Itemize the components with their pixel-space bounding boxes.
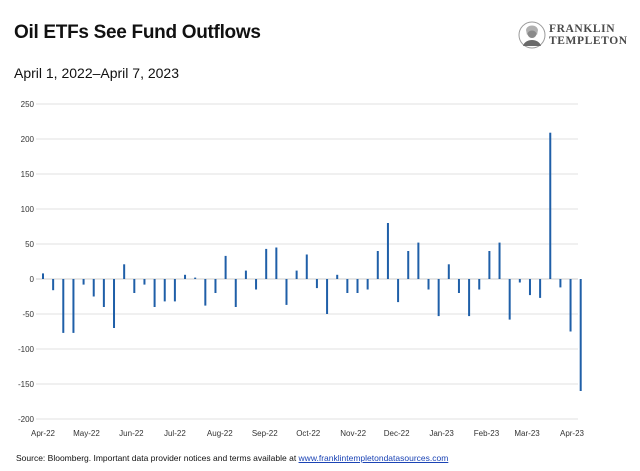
bar <box>194 277 197 279</box>
bar <box>539 279 542 298</box>
gridlines <box>36 103 578 420</box>
y-tick-label: 150 <box>21 170 35 179</box>
bar <box>72 279 75 333</box>
source-text: Source: Bloomberg. Important data provid… <box>16 453 299 463</box>
bar <box>518 279 521 283</box>
bar <box>559 279 562 288</box>
bar <box>295 270 298 279</box>
chart-subtitle: April 1, 2022–April 7, 2023 <box>14 65 179 81</box>
x-tick-label: May-22 <box>73 429 100 438</box>
x-tick-label: Apr-23 <box>560 429 585 438</box>
bar <box>163 279 166 302</box>
bar <box>407 251 410 279</box>
bar <box>102 279 105 307</box>
bar <box>184 274 187 279</box>
x-tick-label: Feb-23 <box>474 429 500 438</box>
bar <box>549 132 552 279</box>
bar <box>336 274 339 279</box>
y-tick-label: -200 <box>18 415 35 424</box>
x-tick-label: Jan-23 <box>429 429 454 438</box>
bar <box>366 279 369 290</box>
x-tick-label: Mar-23 <box>514 429 540 438</box>
bar <box>42 273 44 279</box>
bar <box>143 279 146 285</box>
chart-title: Oil ETFs See Fund Outflows <box>14 22 261 43</box>
y-tick-label: 50 <box>25 240 34 249</box>
bar <box>579 279 582 391</box>
logo-line-1: FRANKLIN <box>549 23 616 35</box>
bar <box>52 279 55 291</box>
bar <box>417 242 420 279</box>
bar <box>244 270 247 279</box>
bar <box>113 279 116 328</box>
y-tick-label: 200 <box>21 135 35 144</box>
bar <box>62 279 65 333</box>
bar <box>326 279 329 314</box>
y-axis-tick-labels: -200 -150 -100 -50 0 50 100 150 200 250 <box>18 100 35 424</box>
source-link[interactable]: www.franklintempletondatasources.com <box>298 453 449 463</box>
y-tick-label: 100 <box>21 205 35 214</box>
bar <box>275 247 278 279</box>
bar <box>315 279 318 289</box>
bar <box>468 279 471 317</box>
x-tick-label: Dec-22 <box>384 429 410 438</box>
bar <box>437 279 440 317</box>
bar <box>569 279 572 332</box>
x-tick-label: Aug-22 <box>207 429 233 438</box>
bar <box>265 248 268 279</box>
bar <box>397 279 400 303</box>
bar <box>173 279 176 302</box>
bar <box>92 279 95 297</box>
bar <box>376 251 379 279</box>
bar <box>346 279 349 293</box>
y-tick-label: 0 <box>30 275 35 284</box>
bar <box>224 255 227 279</box>
bar <box>255 279 258 290</box>
bar <box>498 242 501 279</box>
bar <box>386 223 389 279</box>
bar <box>133 279 136 293</box>
bar <box>153 279 156 307</box>
bar <box>447 264 450 279</box>
bar <box>508 279 511 320</box>
bars <box>42 132 582 391</box>
bar <box>457 279 460 293</box>
bar-chart: -200 -150 -100 -50 0 50 100 150 200 250 Apr-22 May… <box>18 100 585 438</box>
bar <box>478 279 481 290</box>
bar <box>285 279 288 305</box>
y-tick-label: -100 <box>18 345 35 354</box>
x-tick-label: Jul-22 <box>164 429 186 438</box>
bar <box>528 279 531 296</box>
source-note: Source: Bloomberg. Important data provid… <box>16 453 448 463</box>
x-tick-label: Apr-22 <box>31 429 56 438</box>
franklin-portrait-icon <box>518 21 546 49</box>
franklin-templeton-logo: FRANKLIN TEMPLETON <box>518 20 634 50</box>
bar <box>305 254 308 279</box>
bar <box>204 279 207 306</box>
bar <box>234 279 237 307</box>
bar <box>123 264 126 279</box>
x-axis-tick-labels: Apr-22 May-22 Jun-22 Jul-22 Aug-22 Sep-22 Oct-… <box>31 429 585 438</box>
bar <box>214 279 217 293</box>
y-tick-label: -50 <box>22 310 34 319</box>
x-tick-label: Jun-22 <box>119 429 144 438</box>
bar <box>356 279 359 293</box>
x-tick-label: Sep-22 <box>252 429 278 438</box>
bar <box>82 279 85 285</box>
bar <box>427 279 430 290</box>
y-tick-label: 250 <box>21 100 35 109</box>
x-tick-label: Nov-22 <box>340 429 366 438</box>
y-tick-label: -150 <box>18 380 35 389</box>
bar <box>488 251 491 279</box>
logo-line-2: TEMPLETON <box>549 35 628 47</box>
x-tick-label: Oct-22 <box>296 429 321 438</box>
